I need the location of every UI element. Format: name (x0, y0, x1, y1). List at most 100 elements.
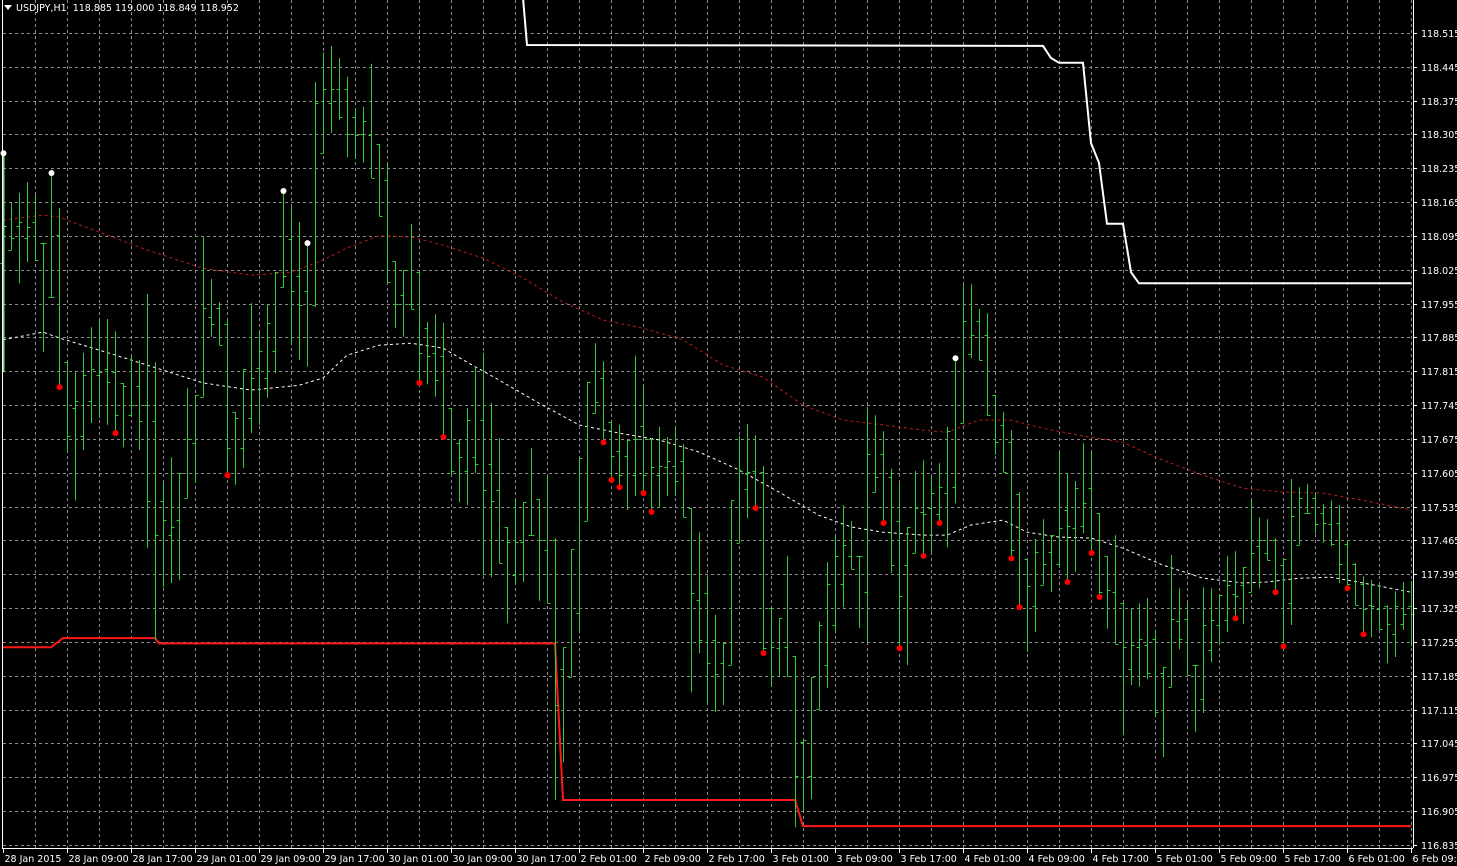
fractal-down-marker (600, 439, 607, 446)
ohlc-bar (648, 437, 655, 512)
ohlc-bar (256, 330, 263, 425)
price-tick-label: 118.095 (1421, 232, 1457, 243)
ohlc-bar (144, 293, 151, 549)
ohlc-bar (632, 355, 639, 496)
ohlc-bar (920, 460, 927, 556)
ohlc-bar (512, 498, 519, 585)
ohlc-bar (976, 308, 983, 361)
ohlc-bar (1320, 504, 1327, 543)
time-tick-label: 2 Feb 01:00 (581, 854, 637, 865)
ohlc-bar (1128, 609, 1135, 685)
time-tick-label: 5 Feb 01:00 (1157, 854, 1213, 865)
ohlc-bar (1288, 479, 1295, 626)
ohlc-bar (456, 439, 463, 503)
ohlc-bar (856, 555, 863, 628)
ohlc-bar (832, 535, 839, 634)
upper-level-line (522, 0, 1411, 285)
fractal-down-marker (56, 384, 63, 391)
fractal-down-marker (760, 650, 767, 657)
time-tick-label: 4 Feb 09:00 (1029, 854, 1085, 865)
ohlc-bar (1200, 587, 1207, 714)
fractal-up-marker (280, 187, 287, 194)
time-tick-label: 2 Feb 17:00 (709, 854, 765, 865)
price-tick-label: 116.905 (1421, 807, 1457, 818)
ohlc-bar (592, 343, 599, 414)
ohlc-bar (1240, 567, 1247, 625)
fractal-down-marker (608, 477, 615, 484)
fractal-down-marker (112, 430, 119, 437)
price-tick-label: 118.165 (1421, 198, 1457, 209)
ohlc-bar (1400, 582, 1407, 630)
ohlc-bar (1248, 498, 1255, 593)
fractal-down-marker (936, 520, 943, 527)
ohlc-bar (1368, 580, 1375, 638)
ohlc-bar (760, 466, 767, 654)
ohlc-bar (712, 614, 719, 713)
time-tick-label: 3 Feb 09:00 (837, 854, 893, 865)
ohlc-bar (576, 458, 583, 634)
time-tick-label: 30 Jan 17:00 (517, 854, 577, 865)
price-tick-label: 118.445 (1421, 63, 1457, 74)
ohlc-bar (1304, 483, 1311, 514)
time-tick-label: 29 Jan 17:00 (325, 854, 385, 865)
price-axis[interactable]: 118.515 118.445 118.375 118.305 118.235 118.1… (1413, 29, 1457, 852)
ohlc-bar (1152, 629, 1159, 717)
ohlc-bar (736, 436, 743, 544)
fractal-down-marker (1360, 631, 1367, 638)
ohlc-bar (416, 272, 423, 383)
price-tick-label: 117.045 (1421, 739, 1457, 750)
ohlc-bar (432, 314, 439, 397)
ohlc-bar (688, 508, 695, 693)
ohlc-bar (912, 470, 919, 554)
time-tick-label: 6 Feb 01:00 (1349, 854, 1405, 865)
fractal-down-marker (920, 552, 927, 559)
fractal-down-marker (224, 472, 231, 479)
price-tick-label: 117.815 (1421, 367, 1457, 378)
ohlc-bar (1056, 451, 1063, 569)
time-axis[interactable]: 28 Jan 2015 28 Jan 09:00 28 Jan 17:00 29 Ja… (3, 848, 1457, 865)
price-tick-label: 117.745 (1421, 401, 1457, 412)
ohlc-bar (488, 403, 495, 578)
time-tick-label: 3 Feb 01:00 (773, 854, 829, 865)
ohlc-bar (1352, 563, 1359, 606)
ohlc-bar (232, 411, 239, 485)
ohlc-bar (1208, 588, 1215, 663)
ohlc-bar (88, 327, 95, 423)
ohlc-bar (552, 538, 559, 801)
time-tick-label: 28 Jan 09:00 (69, 854, 129, 865)
price-tick-label: 117.885 (1421, 333, 1457, 344)
price-tick-label: 117.535 (1421, 503, 1457, 514)
ohlc-bar (640, 385, 647, 494)
ohlc-bar (1120, 603, 1127, 736)
fractal-down-marker (1096, 594, 1103, 601)
ohlc-bar (296, 221, 303, 361)
ohlc-bar (840, 505, 847, 608)
fractal-down-marker (416, 379, 423, 386)
price-tick-label: 117.255 (1421, 638, 1457, 649)
ohlc-bar (1136, 603, 1143, 687)
ohlc-bar (1392, 591, 1399, 657)
ohlc-bar (520, 502, 527, 583)
ohlc-bar (160, 481, 167, 588)
ohlc-bar (496, 437, 503, 564)
price-tick-label: 117.675 (1421, 435, 1457, 446)
moving-averages (2, 214, 1412, 593)
ohlc-bar (1344, 539, 1351, 589)
time-tick-label: 3 Feb 17:00 (901, 854, 957, 865)
ohlc-bar (16, 192, 23, 284)
ohlc-bar (200, 236, 207, 398)
ohlc-bar (1104, 555, 1111, 629)
ohlc-bar (848, 521, 855, 570)
ohlc-bar (176, 473, 183, 581)
ohlc-bar (584, 381, 591, 522)
ohlc-bar (704, 575, 711, 706)
ohlc-bar (888, 468, 895, 573)
ohlc-bar (216, 302, 223, 346)
ohlc-bar (1184, 602, 1191, 676)
fractal-down-marker (1272, 589, 1279, 596)
ohlc-bar (480, 352, 487, 576)
triangle-down-icon[interactable] (4, 5, 12, 10)
ohlc-bar (680, 444, 687, 518)
ohlc-bar (1168, 554, 1175, 688)
